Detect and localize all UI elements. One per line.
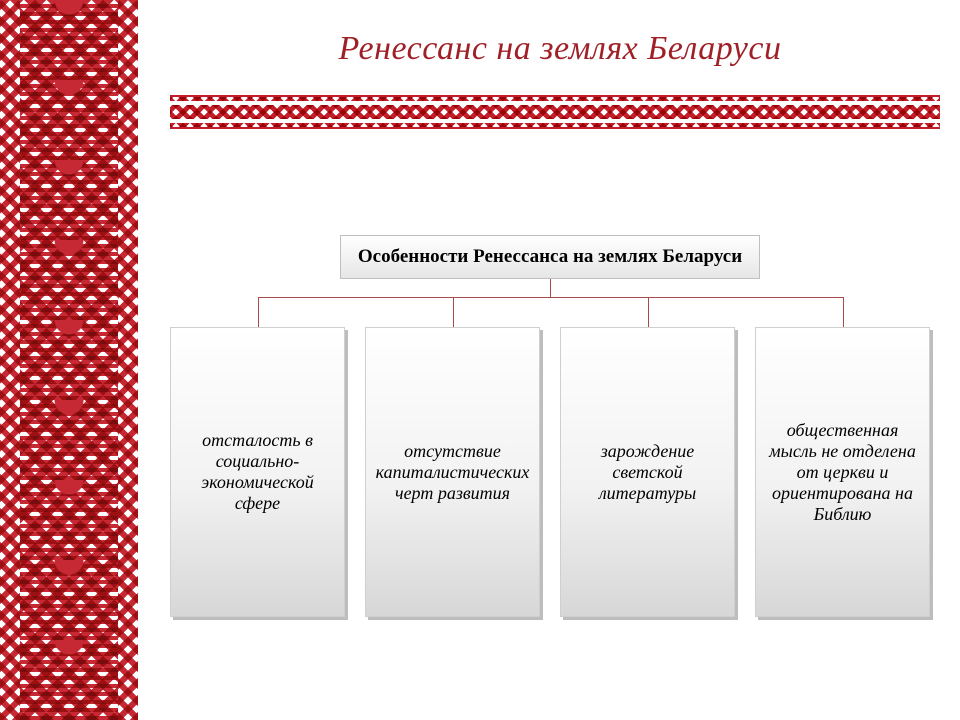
connector-drop	[843, 297, 844, 327]
child-node: отсталость в социально-экономической сфе…	[170, 327, 345, 617]
connector-hline	[258, 297, 843, 298]
child-node: отсутствие капиталистических черт развит…	[365, 327, 540, 617]
children-row: отсталость в социально-экономической сфе…	[170, 327, 930, 617]
connector-drop	[648, 297, 649, 327]
root-node: Особенности Ренессанса на землях Беларус…	[340, 235, 760, 279]
hierarchy-diagram: Особенности Ренессанса на землях Беларус…	[170, 235, 930, 617]
child-node: зарождение светской литературы	[560, 327, 735, 617]
ornament-strip	[118, 0, 138, 720]
child-node: общественная мысль не отделена от церкви…	[755, 327, 930, 617]
connector-drop	[453, 297, 454, 327]
left-ornament-band	[0, 0, 138, 720]
ornament-strip	[0, 0, 20, 720]
slide: Ренессанс на землях Беларуси Особенности…	[0, 0, 960, 720]
connector-drop	[258, 297, 259, 327]
connector-trunk	[550, 279, 551, 297]
connector-group	[170, 279, 930, 327]
page-title: Ренессанс на землях Беларуси	[200, 30, 920, 68]
ornament-strip	[20, 0, 118, 720]
horizontal-ornament-band	[170, 95, 940, 129]
